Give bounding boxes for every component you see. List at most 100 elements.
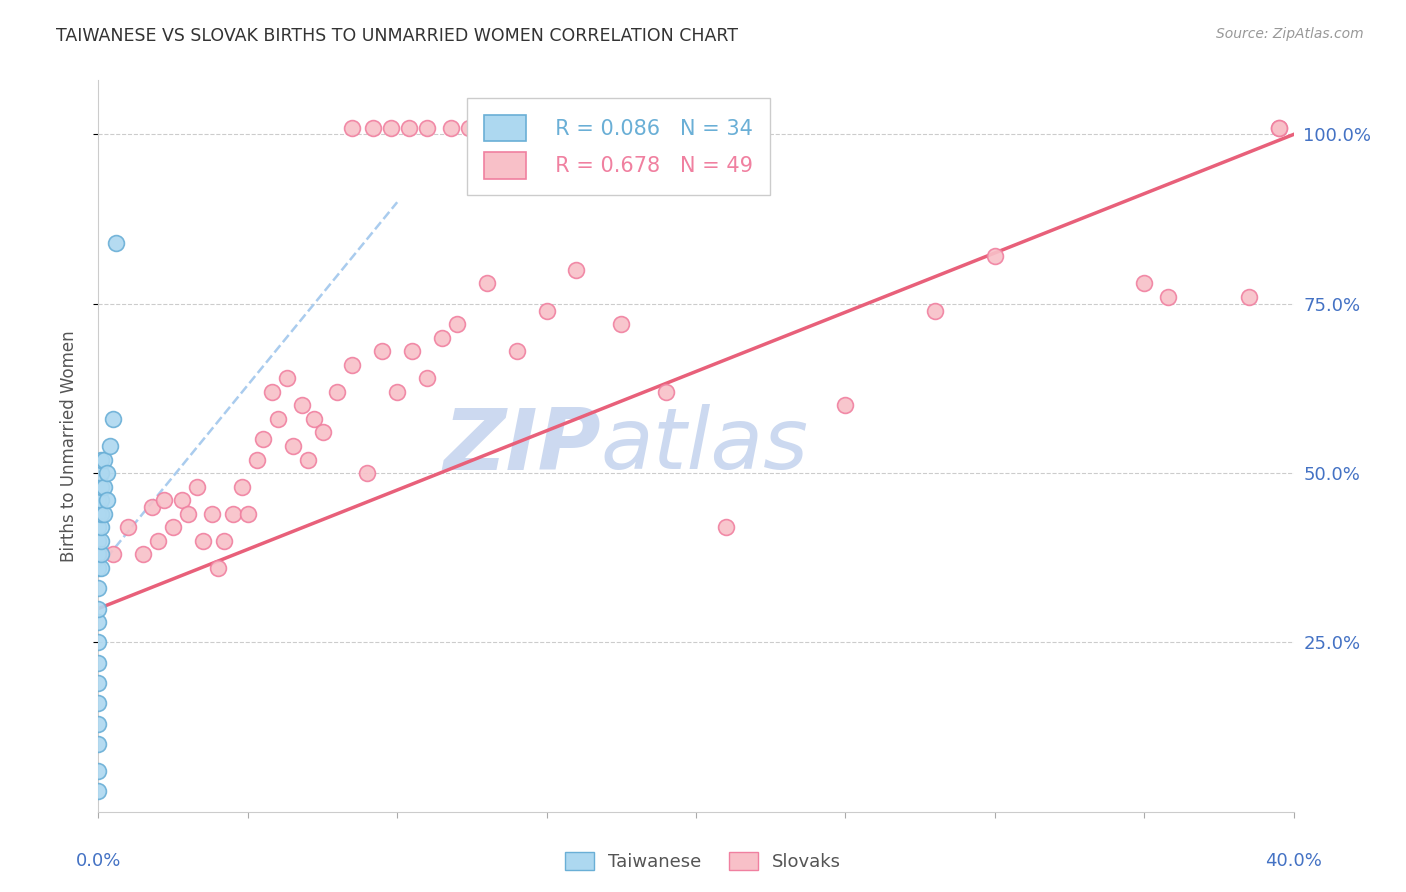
Point bbox=[90, 561, 112, 575]
Point bbox=[506, 120, 529, 135]
Point bbox=[90, 507, 112, 521]
Point bbox=[105, 235, 128, 250]
Point bbox=[246, 452, 269, 467]
Point bbox=[619, 120, 641, 135]
Point bbox=[162, 520, 184, 534]
Text: TAIWANESE VS SLOVAK BIRTHS TO UNMARRIED WOMEN CORRELATION CHART: TAIWANESE VS SLOVAK BIRTHS TO UNMARRIED … bbox=[56, 27, 738, 45]
Point bbox=[440, 120, 463, 135]
Point bbox=[87, 764, 110, 778]
Text: ZIP: ZIP bbox=[443, 404, 600, 488]
Point bbox=[1157, 290, 1180, 304]
Point bbox=[87, 615, 110, 629]
Point bbox=[93, 452, 115, 467]
Point bbox=[87, 697, 110, 711]
Point bbox=[416, 371, 439, 385]
Point bbox=[96, 466, 118, 480]
Point bbox=[550, 120, 572, 135]
Text: 0.0%: 0.0% bbox=[76, 852, 121, 870]
Point bbox=[201, 507, 224, 521]
Point bbox=[96, 493, 118, 508]
Point bbox=[87, 581, 110, 595]
Point bbox=[87, 784, 110, 798]
Point bbox=[291, 398, 314, 412]
Point bbox=[172, 493, 194, 508]
Point bbox=[458, 120, 481, 135]
Point bbox=[297, 452, 319, 467]
Point bbox=[117, 520, 139, 534]
Point bbox=[530, 120, 553, 135]
Text: Source: ZipAtlas.com: Source: ZipAtlas.com bbox=[1216, 27, 1364, 41]
Point bbox=[506, 344, 529, 359]
Point bbox=[90, 480, 112, 494]
Point bbox=[103, 412, 125, 426]
Point bbox=[132, 547, 155, 561]
Point bbox=[103, 547, 125, 561]
Point bbox=[90, 466, 112, 480]
Point bbox=[87, 493, 110, 508]
Point bbox=[141, 500, 163, 514]
Point bbox=[371, 344, 394, 359]
Point bbox=[90, 493, 112, 508]
Point bbox=[380, 120, 402, 135]
Point bbox=[595, 120, 617, 135]
Point bbox=[87, 533, 110, 548]
Point bbox=[281, 439, 304, 453]
Point bbox=[924, 303, 946, 318]
Point bbox=[267, 412, 290, 426]
Point bbox=[311, 425, 333, 440]
Point bbox=[87, 520, 110, 534]
Point bbox=[446, 317, 468, 331]
Point bbox=[87, 561, 110, 575]
Legend: Taiwanese, Slovaks: Taiwanese, Slovaks bbox=[558, 845, 848, 879]
Point bbox=[398, 120, 420, 135]
Point bbox=[87, 635, 110, 649]
Point bbox=[93, 507, 115, 521]
Point bbox=[186, 480, 208, 494]
Point bbox=[1267, 120, 1289, 135]
Point bbox=[1237, 290, 1260, 304]
Point bbox=[90, 547, 112, 561]
Point bbox=[356, 466, 378, 480]
Point bbox=[363, 120, 385, 135]
Point bbox=[90, 452, 112, 467]
Point bbox=[153, 493, 176, 508]
Point bbox=[236, 507, 259, 521]
Point bbox=[326, 384, 349, 399]
Point bbox=[90, 533, 112, 548]
Point bbox=[416, 120, 439, 135]
Point bbox=[90, 520, 112, 534]
Point bbox=[302, 412, 325, 426]
Point bbox=[430, 331, 453, 345]
Point bbox=[177, 507, 200, 521]
Point bbox=[252, 432, 274, 446]
Point bbox=[571, 120, 593, 135]
Point bbox=[212, 533, 235, 548]
Point bbox=[207, 561, 229, 575]
Point bbox=[342, 358, 364, 372]
Point bbox=[714, 520, 737, 534]
Point bbox=[191, 533, 214, 548]
Text: 40.0%: 40.0% bbox=[1265, 852, 1322, 870]
Point bbox=[87, 507, 110, 521]
Point bbox=[475, 277, 498, 291]
Point bbox=[834, 398, 856, 412]
Point bbox=[482, 120, 505, 135]
Point bbox=[655, 384, 678, 399]
Legend:   R = 0.086   N = 34,   R = 0.678   N = 49: R = 0.086 N = 34, R = 0.678 N = 49 bbox=[467, 98, 770, 195]
Point bbox=[87, 601, 110, 615]
Point bbox=[984, 249, 1007, 263]
Point bbox=[98, 439, 122, 453]
Point bbox=[536, 303, 558, 318]
Point bbox=[87, 676, 110, 690]
Point bbox=[401, 344, 423, 359]
Point bbox=[222, 507, 245, 521]
Point bbox=[148, 533, 170, 548]
Point bbox=[93, 480, 115, 494]
Point bbox=[87, 547, 110, 561]
Point bbox=[565, 263, 588, 277]
Point bbox=[385, 384, 409, 399]
Point bbox=[276, 371, 298, 385]
Point bbox=[260, 384, 283, 399]
Point bbox=[231, 480, 253, 494]
Point bbox=[342, 120, 364, 135]
